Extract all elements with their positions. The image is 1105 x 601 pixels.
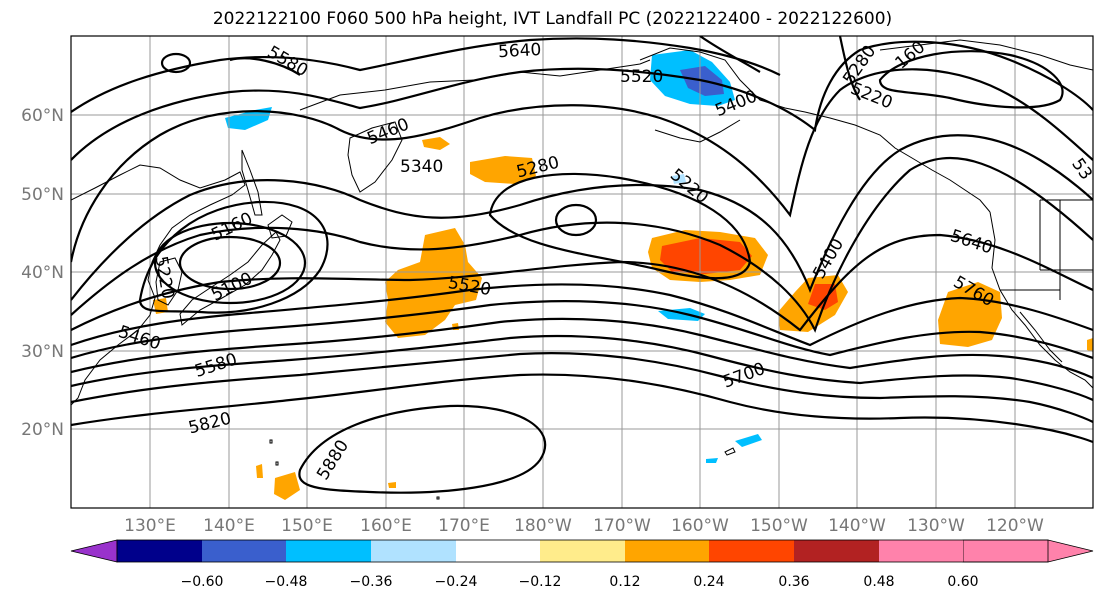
- asia-coastline: [71, 164, 246, 406]
- contour-label: 5640: [498, 40, 542, 62]
- contour-line: [71, 68, 1093, 263]
- colorbar-segment: [540, 540, 625, 562]
- colorbar-segment: [625, 540, 709, 562]
- ivt-positive-region: [274, 472, 300, 500]
- ivt-positive-region: [388, 482, 396, 488]
- contour-line: [838, 36, 861, 101]
- gridlines: [71, 36, 1093, 508]
- lon-label: 170°W: [593, 516, 651, 536]
- latitude-labels: 60°N 50°N 40°N 30°N 20°N: [21, 106, 64, 440]
- pacific-islands: [269, 439, 736, 500]
- contour-line: [878, 50, 1064, 109]
- longitude-labels: 130°E 140°E 150°E 160°E 170°E 180°W 170°…: [124, 516, 1044, 536]
- coastlines: [71, 39, 1093, 500]
- contour-line: [71, 300, 1093, 360]
- contour-line: [71, 317, 1093, 379]
- lat-label: 40°N: [21, 263, 64, 283]
- colorbar-tick-label: −0.12: [519, 574, 562, 590]
- colorbar-tick-label: 0.48: [863, 574, 894, 590]
- contour-line: [554, 203, 598, 237]
- contour-label: 5340: [400, 157, 443, 177]
- colorbar-outline: [116, 539, 1049, 563]
- alaska-coastline: [639, 47, 991, 213]
- contour-label: 5520: [620, 67, 663, 87]
- lon-label: 140°W: [828, 516, 886, 536]
- korea-coastline: [155, 257, 183, 306]
- contour-line: [71, 283, 1093, 347]
- baja-coastline: [1019, 311, 1063, 363]
- colorbar-segment: [286, 540, 371, 562]
- colorbar-segment: [879, 540, 963, 562]
- lat-label: 20°N: [21, 420, 64, 440]
- colorbar-segment: [794, 540, 879, 562]
- contour-line: [699, 36, 761, 73]
- lat-label: 60°N: [21, 106, 64, 126]
- colorbar-segment: [371, 540, 456, 562]
- contour-line: [153, 221, 307, 305]
- ivt-positive-region: [256, 464, 263, 478]
- lat-label: 30°N: [21, 342, 64, 362]
- contour-line: [71, 334, 1093, 401]
- lon-label: 170°E: [438, 516, 490, 536]
- sakhalin-coastline: [241, 149, 263, 216]
- colorbar-tick-label: −0.24: [435, 574, 478, 590]
- lat-label: 50°N: [21, 185, 64, 205]
- contour-line: [178, 235, 282, 291]
- colorbar-segment: [709, 540, 794, 562]
- colorbar-segment: [456, 540, 540, 562]
- aleutian-coastline: [654, 119, 741, 143]
- contour-line: [71, 134, 1093, 301]
- contour-line: [298, 404, 547, 494]
- colorbar-extend-left: [70, 539, 118, 563]
- colorbar-extend-right: [962, 539, 1094, 563]
- lon-label: 150°W: [750, 516, 808, 536]
- colorbar-tick-label: 0.60: [947, 574, 978, 590]
- map-title: 2022122100 F060 500 hPa height, IVT Land…: [212, 9, 893, 29]
- lon-label: 130°E: [124, 516, 176, 536]
- lon-label: 120°W: [986, 516, 1044, 536]
- lon-label: 160°W: [671, 516, 729, 536]
- lon-label: 130°W: [907, 516, 965, 536]
- contour-line: [71, 352, 1093, 423]
- ivt-positive-region: [1087, 338, 1093, 352]
- lon-label: 180°W: [514, 516, 572, 536]
- contour-line: [160, 52, 192, 74]
- colorbar-tick-label: −0.48: [265, 574, 308, 590]
- contour-line: [71, 233, 1093, 332]
- contour-line: [71, 157, 1093, 333]
- colorbar-segment: [202, 540, 286, 562]
- arctic-coastline: [879, 39, 1093, 71]
- plot-frame: [70, 35, 1094, 509]
- contour-line: [138, 200, 329, 314]
- colorbar-tick-label: −0.60: [181, 574, 224, 590]
- lon-label: 140°E: [203, 516, 255, 536]
- contour-line: [71, 37, 781, 113]
- ivt-negative-region: [225, 107, 272, 130]
- ivt-positive-core: [660, 238, 752, 274]
- north-america-coastline: [989, 211, 1093, 389]
- ivt-negative-region: [706, 458, 718, 463]
- height-contours: [71, 36, 1093, 494]
- colorbar-tick-label: 0.12: [609, 574, 640, 590]
- lon-label: 150°E: [281, 516, 333, 536]
- colorbar-tick-label: 0.24: [693, 574, 724, 590]
- colorbar-segment: [117, 540, 202, 562]
- colorbar-tick-label: 0.36: [778, 574, 809, 590]
- contour-line: [71, 373, 1093, 444]
- contour-line: [229, 57, 301, 76]
- contour-line: [71, 40, 1093, 161]
- lon-label: 160°E: [360, 516, 412, 536]
- colorbar: −0.60 −0.48 −0.36 −0.24 −0.12 0.12 0.24 …: [70, 539, 1094, 590]
- ivt-positive-region: [385, 228, 482, 338]
- ivt-negative-region: [672, 174, 686, 184]
- us-state-lines: [1000, 200, 1093, 300]
- colorbar-tick-label: −0.36: [350, 574, 393, 590]
- kamchatka-coastline: [347, 121, 403, 193]
- ivt-positive-region: [470, 156, 536, 184]
- ivt-positive-region: [422, 137, 450, 150]
- ivt-negative-region: [735, 434, 762, 447]
